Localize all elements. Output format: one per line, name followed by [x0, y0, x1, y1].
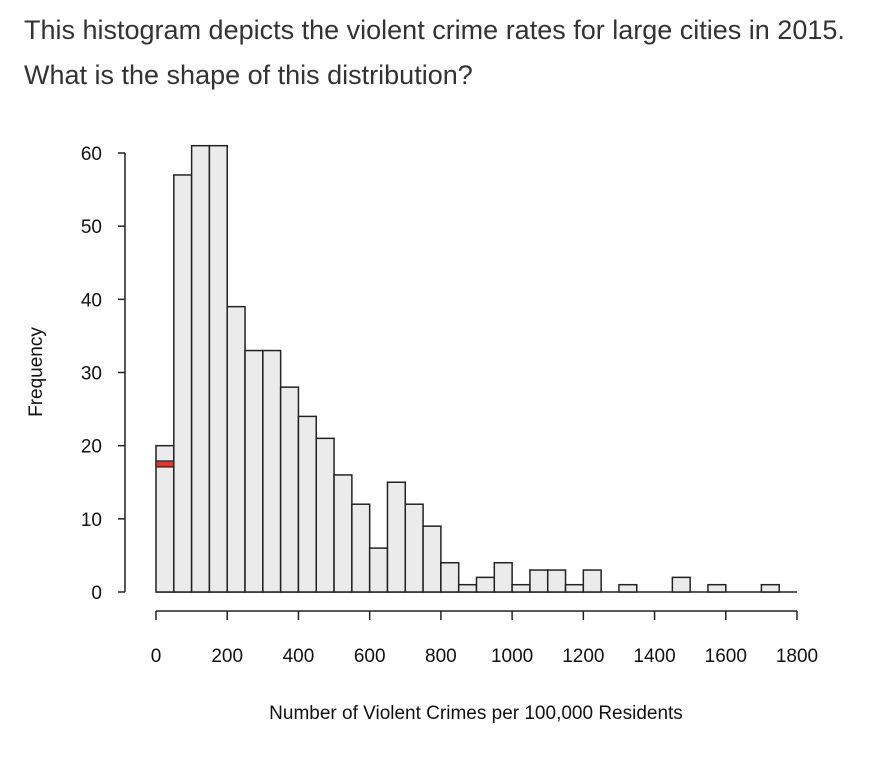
histogram-bar: [190, 144, 211, 593]
histogram-bar: [760, 583, 780, 593]
y-tick-label: 50: [81, 217, 102, 238]
histogram-bar: [386, 481, 407, 593]
histogram-bar: [440, 561, 460, 593]
histogram-bar: [404, 503, 424, 593]
histogram-bar: [546, 569, 567, 593]
histogram-bar: [671, 576, 691, 593]
x-tick-label: 1000: [491, 646, 533, 667]
x-tick-label: 1600: [705, 646, 747, 667]
y-tick-label: 20: [81, 437, 102, 458]
y-axis-label: Frequency: [26, 327, 47, 417]
x-tick-label: 1200: [562, 646, 604, 667]
y-tick-label: 40: [81, 290, 102, 311]
histogram-bar: [493, 561, 513, 593]
histogram-bar: [244, 349, 264, 593]
x-axis-label: Number of Violent Crimes per 100,000 Res…: [269, 703, 683, 724]
histogram-bar: [333, 474, 353, 593]
x-tick-label: 600: [354, 646, 386, 667]
histogram-bar: [208, 144, 228, 593]
y-tick-label: 0: [91, 583, 102, 604]
histogram-bar: [368, 547, 389, 593]
histogram-bar: [475, 576, 496, 593]
histogram-bar: [155, 444, 175, 593]
y-tick-label: 10: [81, 510, 102, 531]
histogram-bar: [582, 569, 602, 593]
x-tick-label: 1800: [776, 646, 818, 667]
histogram-bar: [279, 386, 300, 593]
x-tick-label: 200: [211, 646, 243, 667]
y-tick-label: 30: [81, 364, 102, 385]
x-tick-label: 800: [425, 646, 457, 667]
x-tick-label: 400: [283, 646, 315, 667]
highlight-marker: [155, 460, 175, 468]
question-text: This histogram depicts the violent crime…: [24, 15, 845, 90]
histogram-bar: [707, 583, 727, 593]
histogram-bar: [173, 174, 193, 593]
x-tick-label: 0: [151, 646, 162, 667]
histogram-bar: [315, 437, 335, 593]
histogram-bar: [226, 305, 246, 593]
histogram-bar: [564, 583, 585, 593]
histogram-bar: [511, 583, 531, 593]
histogram-bar: [422, 525, 442, 593]
histogram-bar: [618, 583, 638, 593]
histogram-bar: [297, 415, 318, 593]
histogram-bar: [262, 349, 282, 593]
histogram-bar: [529, 569, 549, 593]
x-tick-label: 1400: [633, 646, 675, 667]
histogram-bar: [457, 583, 478, 593]
histogram-bar: [351, 503, 371, 593]
y-tick-label: 60: [81, 144, 102, 165]
